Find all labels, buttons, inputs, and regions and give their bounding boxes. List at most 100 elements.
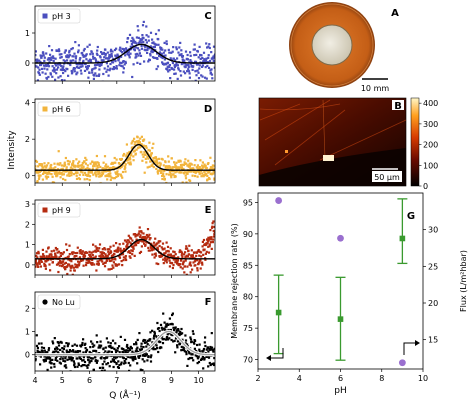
data-point — [176, 346, 179, 349]
data-point — [151, 164, 154, 167]
data-point — [61, 357, 64, 360]
data-point — [160, 168, 163, 171]
data-point — [210, 247, 213, 250]
data-point — [39, 63, 42, 67]
data-point — [70, 174, 73, 177]
data-point — [136, 140, 139, 143]
data-point — [129, 158, 132, 161]
data-point — [201, 65, 204, 68]
data-point — [52, 167, 55, 170]
data-point — [203, 357, 206, 360]
data-point — [193, 54, 196, 57]
data-point — [156, 52, 159, 55]
data-point — [103, 67, 106, 70]
data-point — [78, 263, 81, 266]
data-point — [84, 156, 87, 159]
data-point — [177, 256, 180, 259]
data-point — [125, 245, 128, 248]
data-point — [73, 364, 76, 367]
data-point — [102, 254, 105, 257]
data-point — [47, 65, 51, 68]
data-point — [53, 70, 56, 73]
data-point — [73, 70, 76, 73]
data-point — [204, 59, 207, 62]
data-point — [113, 360, 116, 364]
data-point — [90, 51, 93, 54]
data-point — [152, 348, 155, 351]
data-point — [151, 341, 154, 344]
data-point — [199, 267, 202, 270]
data-point — [80, 345, 83, 348]
data-point — [123, 48, 126, 51]
data-point — [139, 39, 142, 42]
data-point — [199, 172, 202, 175]
data-point — [197, 77, 201, 80]
data-point — [92, 243, 95, 246]
data-point — [93, 263, 96, 266]
data-point — [143, 235, 146, 239]
data-point — [210, 51, 213, 54]
data-point — [212, 350, 215, 353]
data-point — [168, 69, 171, 72]
data-point — [60, 164, 64, 167]
data-point — [169, 261, 172, 264]
data-point — [45, 351, 48, 354]
data-point — [83, 47, 86, 51]
data-point — [153, 330, 156, 333]
data-point — [93, 57, 96, 60]
data-point — [124, 170, 127, 173]
data-point — [61, 173, 64, 176]
data-point — [174, 72, 177, 75]
data-point — [192, 261, 195, 264]
data-point — [35, 61, 39, 64]
data-point — [110, 350, 113, 354]
data-point — [109, 175, 112, 178]
data-point — [143, 171, 146, 174]
data-point — [55, 350, 58, 353]
data-point — [95, 269, 98, 272]
data-point — [177, 68, 180, 71]
data-point — [43, 67, 46, 70]
data-point — [131, 253, 134, 256]
data-point — [64, 60, 67, 63]
data-point — [187, 159, 190, 162]
data-point — [72, 160, 75, 163]
data-point — [160, 52, 163, 56]
data-point — [161, 48, 164, 51]
data-point — [86, 167, 89, 170]
data-point — [210, 332, 213, 335]
data-point — [73, 67, 77, 70]
data-point — [202, 51, 206, 54]
data-point — [195, 254, 198, 257]
data-point — [63, 161, 66, 164]
data-point — [77, 49, 80, 52]
data-point — [125, 349, 128, 352]
data-point — [60, 171, 63, 174]
legend-label: pH 3 — [52, 12, 71, 21]
data-point — [153, 245, 156, 248]
data-point — [166, 333, 169, 336]
data-point — [75, 344, 79, 347]
data-point — [126, 343, 129, 347]
data-point — [179, 163, 183, 167]
data-point — [157, 29, 160, 32]
data-point — [153, 333, 156, 336]
data-point — [149, 331, 152, 334]
data-point — [108, 350, 111, 353]
data-point — [122, 357, 125, 360]
data-point — [149, 155, 152, 158]
data-point — [82, 165, 85, 168]
data-point — [82, 351, 85, 354]
data-point — [130, 237, 133, 240]
data-point — [202, 367, 205, 370]
data-point — [52, 351, 56, 354]
data-point — [64, 357, 67, 360]
afm-scale-bar-label: 50 µm — [374, 173, 400, 182]
data-point — [185, 64, 188, 67]
data-point — [121, 65, 124, 68]
data-point — [53, 256, 56, 259]
data-point — [60, 64, 63, 68]
data-point — [185, 171, 188, 174]
data-point — [154, 343, 157, 346]
data-point — [98, 73, 101, 76]
